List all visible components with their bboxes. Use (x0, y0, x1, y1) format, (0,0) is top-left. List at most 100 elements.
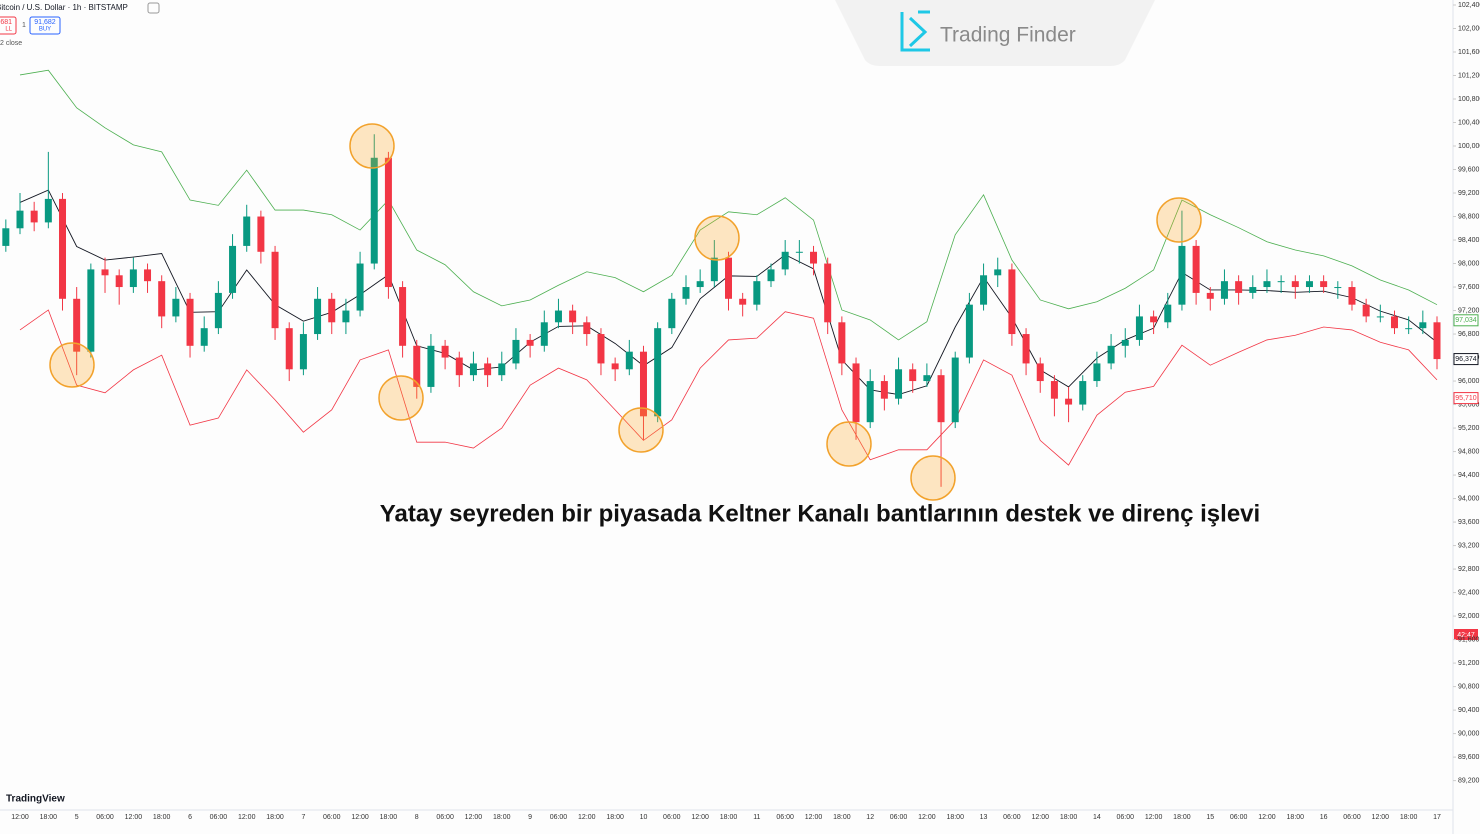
candle-body (1362, 304, 1370, 317)
x-tick-label: 8 (415, 814, 419, 821)
x-tick-label: 12:00 (1372, 814, 1390, 821)
y-tick-label: 90,000 (1458, 730, 1480, 737)
candle-body (512, 339, 520, 364)
x-tick-label: 18:00 (1400, 814, 1418, 821)
x-tick-label: 18:00 (1173, 814, 1191, 821)
candle-body (200, 328, 208, 346)
x-tick-label: 18:00 (946, 814, 964, 821)
y-tick-label: 94,800 (1458, 448, 1480, 455)
candle-body (880, 381, 888, 399)
candle-body (611, 363, 619, 370)
candle-body (243, 216, 251, 246)
x-tick-label: 12:00 (1031, 814, 1049, 821)
y-tick-label: 92,400 (1458, 589, 1480, 596)
candle-body (101, 269, 109, 276)
x-tick-label: 12:00 (1145, 814, 1163, 821)
watermark-logo (900, 10, 930, 52)
candle-body (299, 334, 307, 370)
x-tick-label: 9 (528, 814, 532, 821)
countdown-tag (1454, 629, 1478, 640)
candle-body (384, 157, 392, 288)
candle-body (1305, 281, 1313, 288)
buy-price: 91,682 (34, 19, 56, 26)
candle-body (951, 357, 959, 423)
candle-body (129, 269, 137, 288)
y-tick-label: 96,800 (1458, 331, 1480, 338)
candle-body (16, 210, 24, 229)
y-tick-label: 94,400 (1458, 472, 1480, 479)
price-tag-label: 95,710 (1455, 395, 1477, 402)
x-tick-label: 12:00 (465, 814, 483, 821)
candle-body (314, 298, 322, 335)
candle-body (909, 369, 917, 382)
y-tick-label: 102,000 (1458, 25, 1480, 32)
candle-body (838, 322, 846, 364)
x-tick-label: 7 (301, 814, 305, 821)
symbol: Bitcoin / U.S. Dollar · 1h · BITSTAMP (0, 3, 128, 12)
candle-body (1405, 328, 1413, 330)
y-tick-label: 100,400 (1458, 119, 1480, 126)
x-tick-label: 12 (866, 814, 874, 821)
candle-body (2, 228, 10, 246)
buy-box[interactable] (29, 16, 61, 35)
x-tick-label: 12:00 (805, 814, 823, 821)
candle-body (427, 345, 435, 387)
x-tick-label: 14 (1093, 814, 1101, 821)
y-tick-label: 98,800 (1458, 213, 1480, 220)
candle-body (965, 304, 973, 358)
buy-label: BUY (39, 27, 51, 33)
x-tick-label: 12:00 (125, 814, 143, 821)
candle-body (767, 269, 775, 282)
candle-body (1135, 316, 1143, 340)
candle-body (1164, 304, 1172, 323)
x-tick-label: 11 (753, 814, 760, 821)
x-tick-label: 17 (1433, 814, 1441, 821)
candle-body (1022, 334, 1030, 364)
x-tick-label: 06:00 (1230, 814, 1248, 821)
x-tick-label: 18:00 (380, 814, 398, 821)
x-tick-label: 06:00 (776, 814, 794, 821)
candle-body (1206, 292, 1214, 299)
candle-body (1433, 322, 1441, 360)
candle-body (342, 310, 350, 323)
candle-body (554, 310, 562, 323)
x-tick-label: 12:00 (11, 814, 29, 821)
candle-body (625, 351, 633, 370)
candle-body (654, 328, 662, 417)
caption: Yatay seyreden bir piyasada Keltner Kana… (380, 500, 1260, 527)
candle-body (739, 298, 747, 305)
y-tick-label: 90,800 (1458, 683, 1480, 690)
collapse-button[interactable] (147, 2, 160, 14)
candle-body (668, 298, 676, 329)
y-tick-label: 97,200 (1458, 307, 1480, 314)
candle-body (1263, 281, 1271, 288)
candle-body (73, 298, 81, 352)
price-tag-label: 96,374 (1455, 356, 1477, 363)
candle-body (1334, 287, 1342, 289)
candle-body (795, 251, 803, 253)
candle-body (144, 269, 152, 282)
candle-body (1093, 363, 1101, 382)
candle-body (59, 198, 67, 299)
candle-body (328, 298, 336, 323)
candle-body (44, 198, 52, 223)
candle-body (1065, 398, 1073, 405)
sell-box[interactable] (0, 16, 17, 35)
y-tick-label: 102,400 (1458, 2, 1480, 9)
candle-body (229, 245, 237, 293)
x-tick-label: 12:00 (1258, 814, 1276, 821)
candle-body (399, 287, 407, 346)
plot (2, 69, 1441, 487)
candle-body (498, 363, 506, 376)
y-tick-label: 90,400 (1458, 707, 1480, 714)
y-tick-label: 89,200 (1458, 777, 1480, 784)
candle-body (1178, 245, 1186, 305)
candle-body (852, 363, 860, 423)
candle-body (214, 292, 222, 329)
candle-body (753, 281, 761, 305)
x-tick-label: 13 (980, 814, 988, 821)
candle-body (639, 351, 647, 417)
candle-body (1036, 363, 1044, 382)
y-tick-label: 99,200 (1458, 190, 1480, 197)
sell-label: LL (5, 27, 12, 33)
